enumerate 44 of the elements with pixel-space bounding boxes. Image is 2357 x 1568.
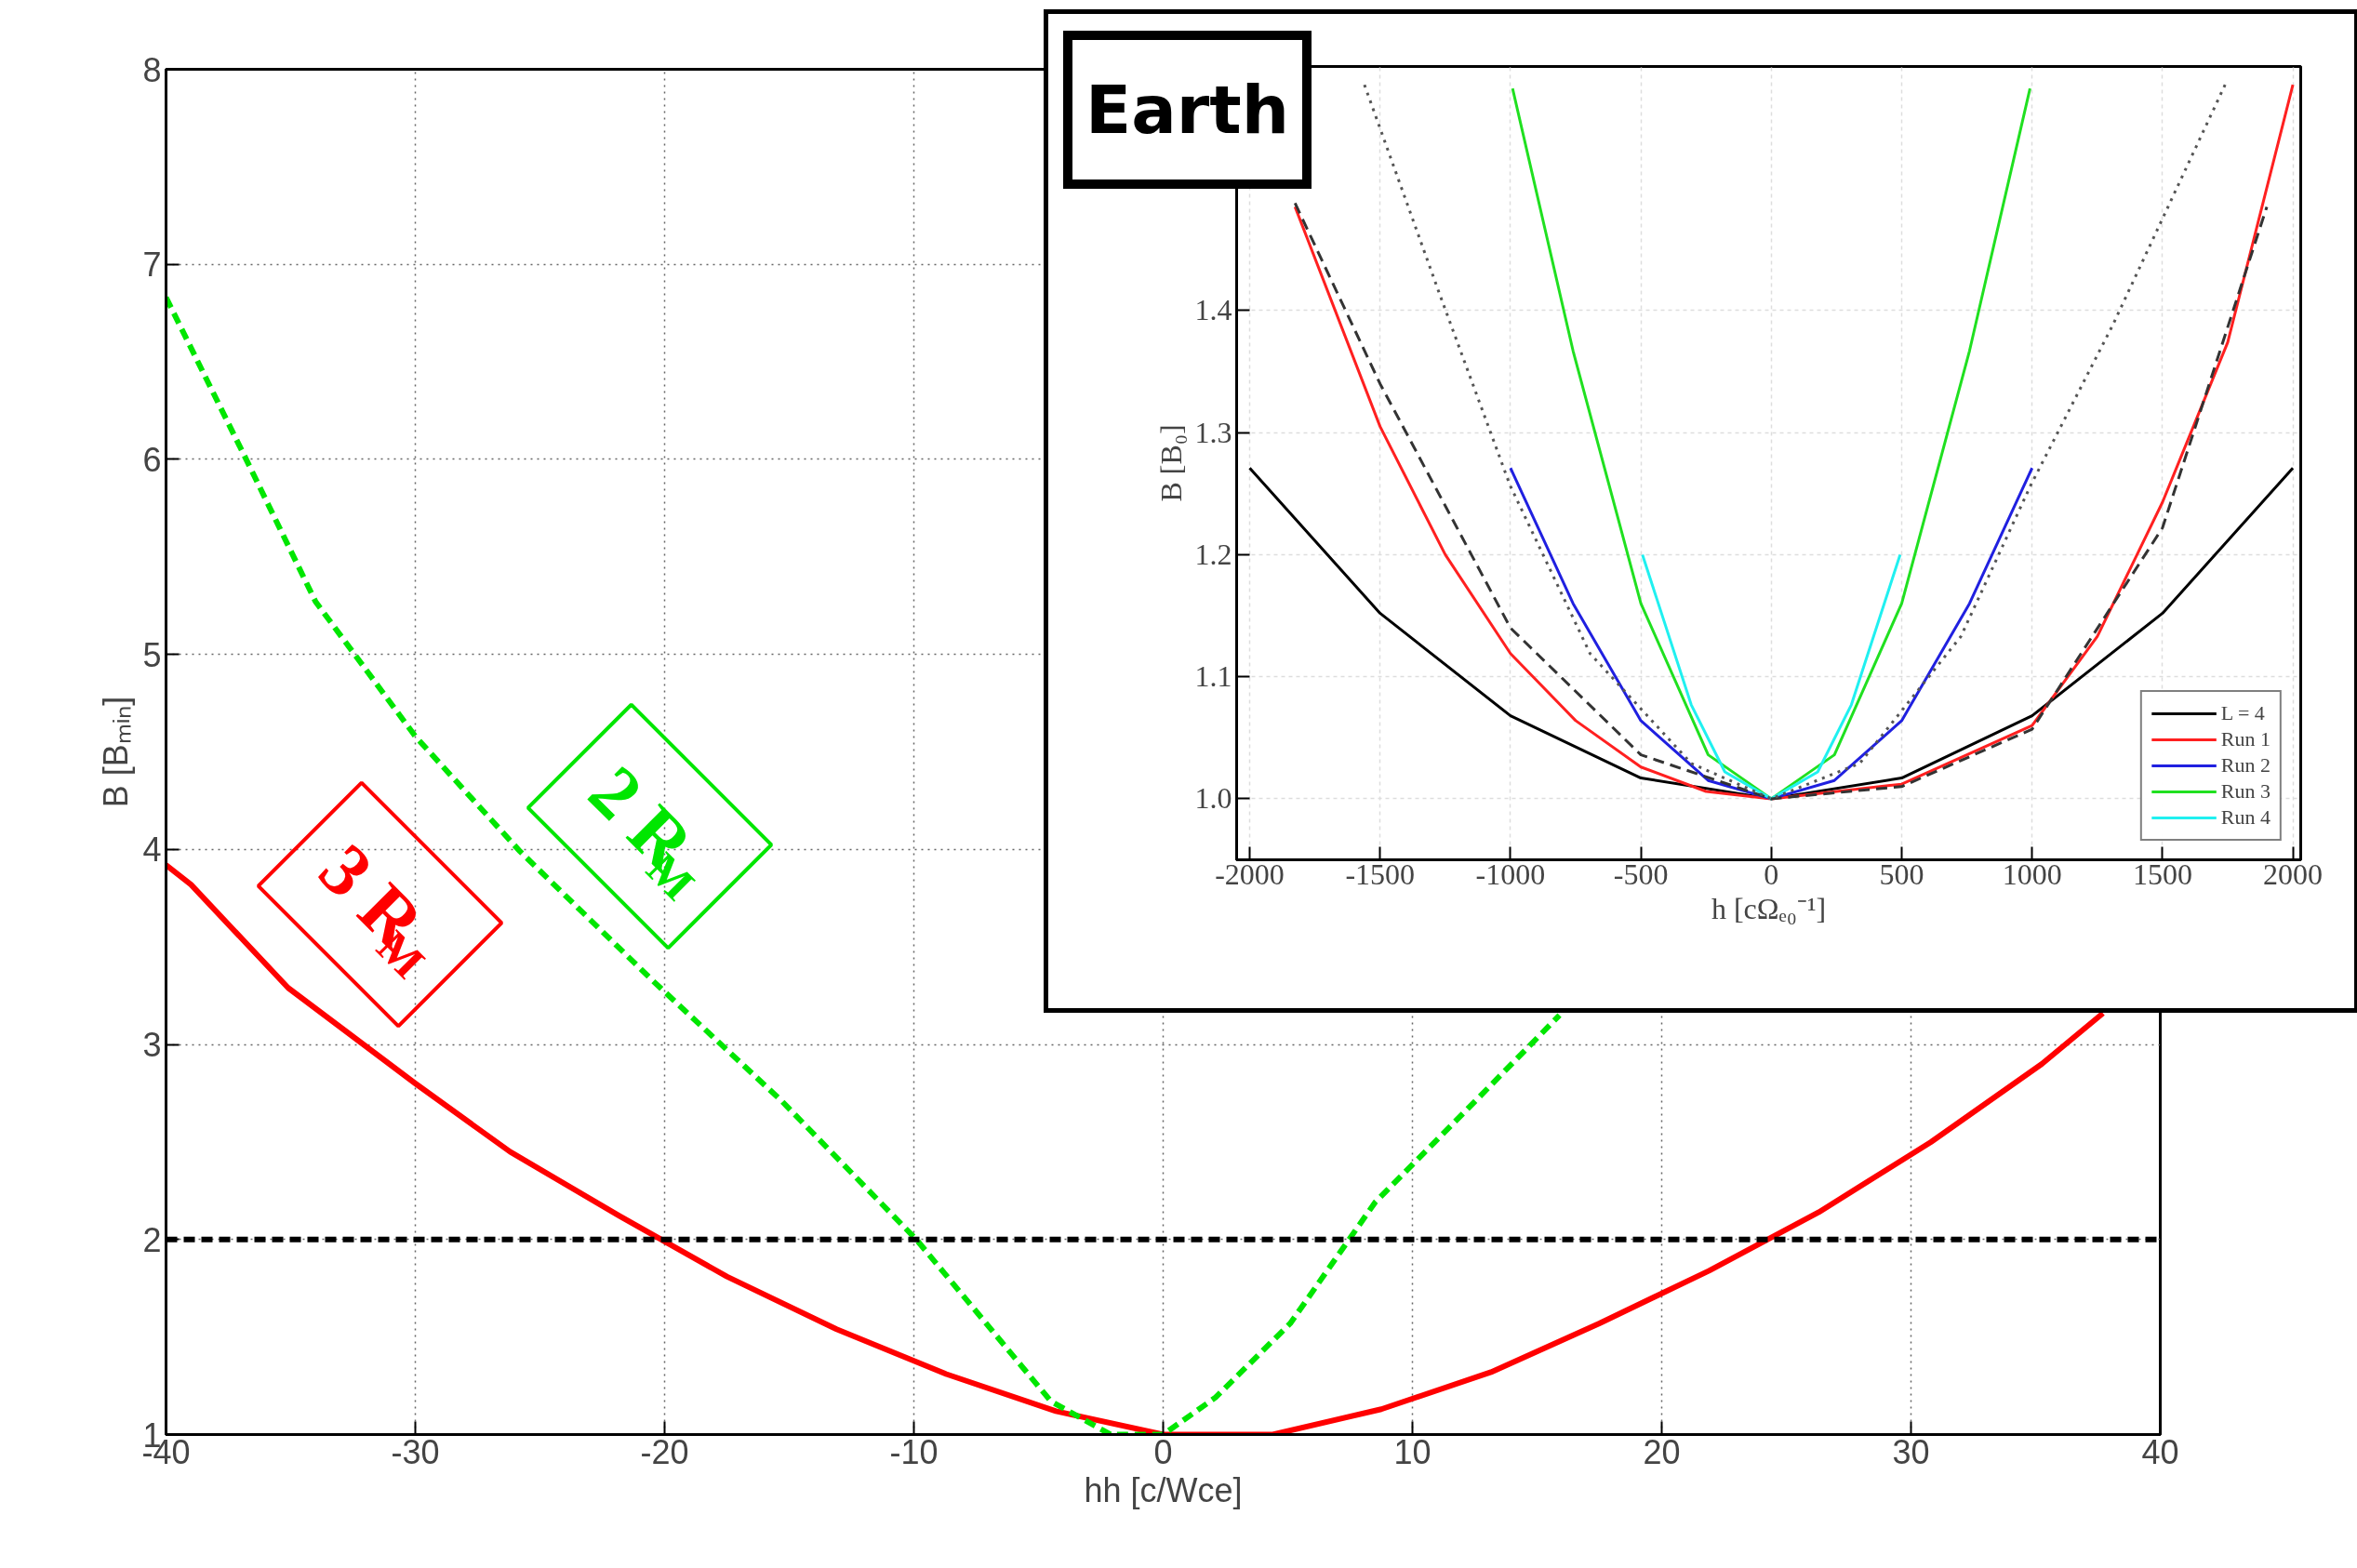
annotation: 2 RM [573, 750, 711, 910]
x-tick-label: 40 [2141, 1432, 2179, 1471]
y-tick-label: 1.4 [1194, 293, 1232, 327]
legend-label: L = 4 [2220, 701, 2265, 725]
x-tick-label: -30 [391, 1432, 440, 1471]
x-axis-title: hh [c/Wce] [1084, 1470, 1243, 1509]
y-tick-label: 1.0 [1194, 781, 1232, 816]
x-tick-label: 2000 [2263, 857, 2324, 891]
x-tick-label: 1500 [2132, 857, 2192, 891]
x-axis-title: h [cΩₑ₀⁻¹] [1711, 891, 1827, 925]
x-tick-label: 30 [1892, 1432, 1930, 1471]
legend-label: Run 3 [2220, 779, 2270, 804]
y-tick-label: 5 [142, 635, 162, 674]
y-tick-label: 1.1 [1194, 659, 1232, 694]
x-tick-label: -500 [1613, 857, 1669, 891]
legend-label: Run 1 [2220, 727, 2270, 751]
y-tick-label: 3 [142, 1026, 162, 1065]
x-tick-label: 20 [1643, 1432, 1681, 1471]
legend-label: Run 4 [2220, 805, 2270, 830]
line-series [1509, 466, 2034, 801]
y-tick-label: 2 [142, 1220, 162, 1259]
y-axis-title: B [Bₘᵢₙ] [97, 696, 136, 808]
x-tick-label: 500 [1879, 857, 1924, 891]
y-axis-title: B [B₀] [1153, 424, 1188, 502]
x-tick-label: -2000 [1215, 857, 1285, 891]
line-series [1641, 552, 1902, 801]
x-tick-label: 1000 [2002, 857, 2062, 891]
x-tick-label: 0 [1153, 1432, 1173, 1471]
y-tick-label: 1.3 [1194, 415, 1232, 449]
y-tick-label: 7 [142, 246, 162, 285]
x-tick-label: -20 [640, 1432, 689, 1471]
annotation: 3 RM [303, 828, 441, 989]
x-tick-label: -1500 [1345, 857, 1416, 891]
x-tick-label: -10 [889, 1432, 939, 1471]
y-tick-label: 4 [142, 831, 162, 870]
annotation: Earth [1063, 31, 1312, 189]
x-tick-label: 0 [1764, 857, 1779, 891]
x-tick-label: -1000 [1475, 857, 1546, 891]
x-tick-label: 10 [1393, 1432, 1432, 1471]
line-series [1293, 201, 2269, 801]
y-tick-label: 1.2 [1194, 537, 1232, 571]
y-tick-label: 6 [142, 440, 162, 479]
legend-label: Run 2 [2220, 753, 2270, 777]
y-tick-label: 8 [142, 50, 162, 89]
